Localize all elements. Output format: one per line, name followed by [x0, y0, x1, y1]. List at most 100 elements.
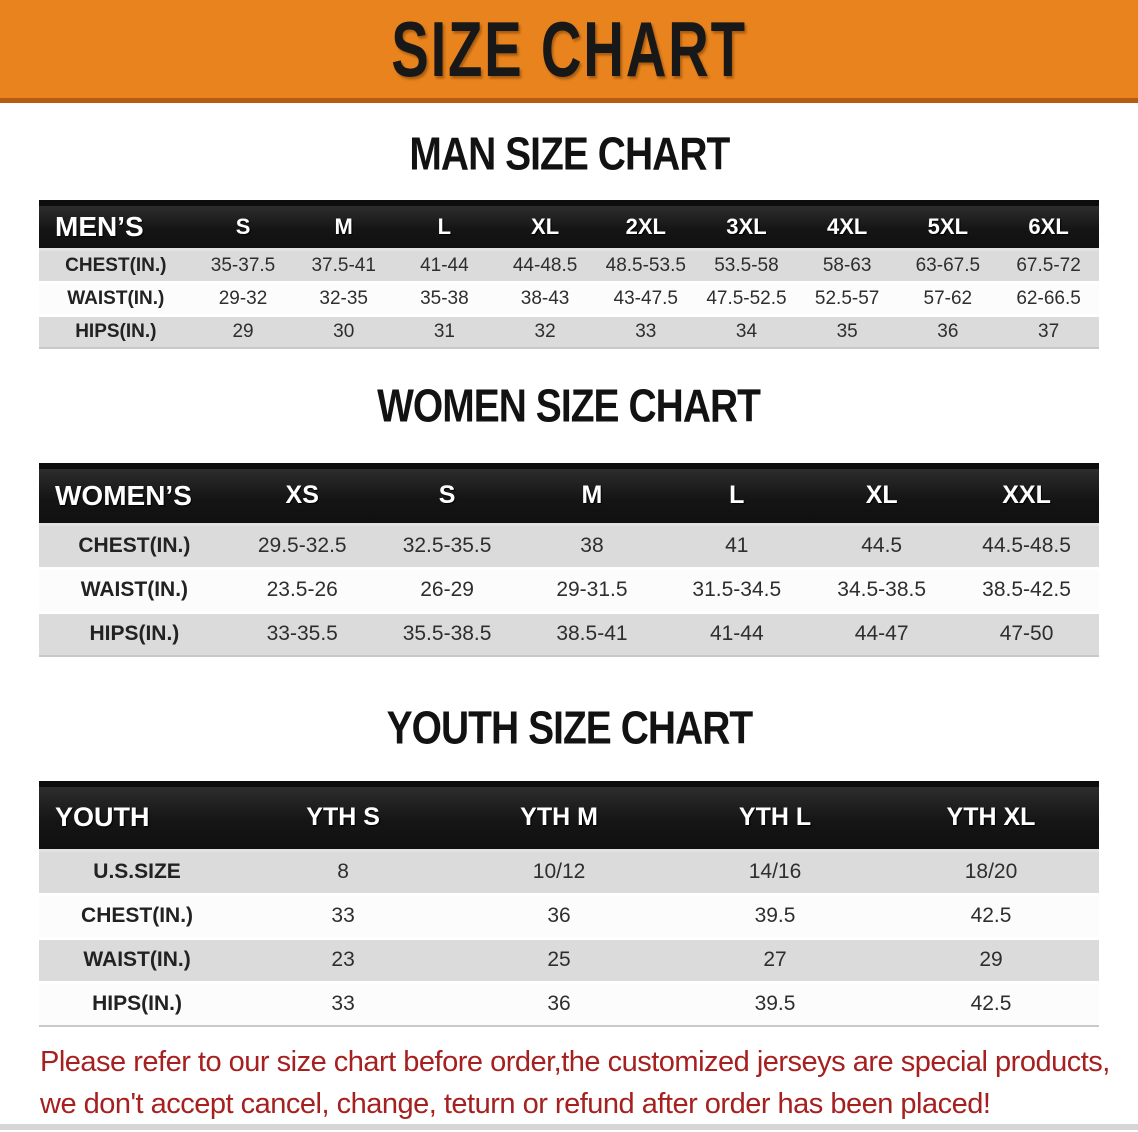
size-cell: 38.5-41: [519, 612, 665, 657]
size-column-header: 2XL: [595, 200, 697, 251]
size-column-header: M: [519, 463, 665, 526]
size-cell: 33: [235, 894, 452, 940]
disclaimer-line-2: we don't accept cancel, change, teturn o…: [40, 1088, 991, 1120]
size-cell: 47.5-52.5: [696, 282, 797, 317]
size-cell: 53.5-58: [696, 249, 797, 284]
size-table: YOUTH YTH S YTH M YTH L YTH XL U.S.SIZE 8 10/12…: [39, 781, 1099, 1027]
size-column-header: XL: [809, 463, 955, 526]
table-header-row: YOUTH YTH S YTH M YTH L YTH XL: [39, 781, 1099, 852]
table-row: U.S.SIZE 8 10/12 14/16 18/20: [39, 850, 1099, 896]
row-label: HIPS(IN.): [39, 612, 230, 657]
size-cell: 33-35.5: [229, 612, 375, 657]
size-cell: 8: [235, 850, 452, 896]
size-cell: 41: [664, 524, 810, 570]
size-cell: 35.5-38.5: [374, 612, 520, 657]
row-label: WAIST(IN.): [39, 938, 236, 984]
size-cell: 42.5: [883, 982, 1099, 1027]
size-cell: 33: [595, 315, 697, 349]
banner-title: SIZE CHART: [391, 5, 747, 93]
size-cell: 25: [451, 938, 668, 984]
size-cell: 52.5-57: [796, 282, 898, 317]
row-label: CHEST(IN.): [39, 524, 230, 570]
size-cell: 58-63: [796, 249, 898, 284]
size-cell: 34.5-38.5: [809, 568, 955, 614]
size-cell: 44-48.5: [494, 249, 596, 284]
table-header-row: MEN’S S M L XL 2XL 3XL 4XL 5XL 6XL: [39, 200, 1099, 251]
size-column-header: L: [664, 463, 810, 526]
size-cell: 31.5-34.5: [664, 568, 810, 614]
table-row: HIPS(IN.) 29 30 31 32 33 34 35 36 37: [39, 315, 1099, 349]
size-cell: 38: [519, 524, 665, 570]
size-cell: 47-50: [954, 612, 1099, 657]
size-cell: 36: [897, 315, 999, 349]
table-corner-label: YOUTH: [39, 781, 236, 852]
size-column-header: YTH L: [667, 781, 883, 852]
table-row: CHEST(IN.) 35-37.5 37.5-41 41-44 44-48.5 48.5…: [39, 249, 1099, 284]
table-row: HIPS(IN.) 33 36 39.5 42.5: [39, 982, 1099, 1027]
table-row: CHEST(IN.) 29.5-32.5 32.5-35.5 38 41 44.5 44.5…: [39, 524, 1099, 570]
table-corner-label: WOMEN’S: [39, 463, 230, 526]
size-cell: 38.5-42.5: [954, 568, 1099, 614]
size-cell: 14/16: [667, 850, 883, 896]
size-cell: 37: [998, 315, 1099, 349]
row-label: HIPS(IN.): [39, 982, 236, 1027]
youth-size-chart-section: YOUTH SIZE CHART YOUTH YTH S YTH M YTH L YTH…: [0, 702, 1138, 1027]
disclaimer-line-1: Please refer to our size chart before or…: [40, 1046, 1110, 1078]
size-column-header: S: [192, 200, 294, 251]
table-header-row: WOMEN’S XS S M L XL XXL: [39, 463, 1099, 526]
size-column-header: XL: [494, 200, 596, 251]
size-cell: 10/12: [451, 850, 668, 896]
table-row: HIPS(IN.) 33-35.5 35.5-38.5 38.5-41 41-44 44-…: [39, 612, 1099, 657]
table-row: WAIST(IN.) 29-32 32-35 35-38 38-43 43-47.5 47.…: [39, 282, 1099, 317]
size-cell: 29-31.5: [519, 568, 665, 614]
size-cell: 31: [394, 315, 495, 349]
size-cell: 42.5: [883, 894, 1099, 940]
row-label: CHEST(IN.): [39, 894, 236, 940]
table-row: WAIST(IN.) 23 25 27 29: [39, 938, 1099, 984]
size-cell: 35-38: [394, 282, 495, 317]
size-cell: 41-44: [664, 612, 810, 657]
size-column-header: L: [394, 200, 495, 251]
youth-section-heading-text: YOUTH SIZE CHART: [386, 702, 753, 754]
row-label: CHEST(IN.): [39, 249, 193, 284]
table-row: CHEST(IN.) 33 36 39.5 42.5: [39, 894, 1099, 940]
size-cell: 44.5-48.5: [954, 524, 1099, 570]
size-cell: 32: [494, 315, 596, 349]
size-column-header: XS: [229, 463, 375, 526]
size-cell: 43-47.5: [595, 282, 697, 317]
man-section-heading-text: MAN SIZE CHART: [409, 128, 730, 180]
size-cell: 23.5-26: [229, 568, 375, 614]
row-label: WAIST(IN.): [39, 282, 193, 317]
size-cell: 35-37.5: [192, 249, 294, 284]
size-cell: 18/20: [883, 850, 1099, 896]
youth-section-heading: YOUTH SIZE CHART: [0, 702, 1138, 759]
size-table: WOMEN’S XS S M L XL XXL CHEST(IN.) 29.5-32.5 32.5…: [39, 463, 1099, 657]
women-section-heading: WOMEN SIZE CHART: [0, 380, 1138, 437]
size-column-header: 6XL: [998, 200, 1099, 251]
size-cell: 62-66.5: [998, 282, 1099, 317]
size-cell: 44-47: [809, 612, 955, 657]
size-cell: 33: [235, 982, 452, 1027]
size-cell: 29: [192, 315, 294, 349]
size-cell: 26-29: [374, 568, 520, 614]
size-cell: 37.5-41: [293, 249, 395, 284]
size-column-header: 3XL: [696, 200, 797, 251]
size-cell: 48.5-53.5: [595, 249, 697, 284]
size-cell: 35: [796, 315, 898, 349]
youth-size-table-wrap: YOUTH YTH S YTH M YTH L YTH XL U.S.SIZE 8 10/12…: [39, 781, 1099, 1027]
size-cell: 36: [451, 982, 668, 1027]
size-column-header: 4XL: [796, 200, 898, 251]
man-size-chart-section: MAN SIZE CHART MEN’S S M L XL 2XL 3XL 4XL 5XL 6XL…: [0, 128, 1138, 349]
size-cell: 38-43: [494, 282, 596, 317]
table-row: WAIST(IN.) 23.5-26 26-29 29-31.5 31.5-34.5 34…: [39, 568, 1099, 614]
size-cell: 44.5: [809, 524, 955, 570]
banner: SIZE CHART: [0, 0, 1138, 103]
size-cell: 27: [667, 938, 883, 984]
size-column-header: YTH M: [451, 781, 668, 852]
size-table: MEN’S S M L XL 2XL 3XL 4XL 5XL 6XL CHEST(IN.) 35-37…: [39, 200, 1099, 349]
size-cell: 41-44: [394, 249, 495, 284]
women-section-heading-text: WOMEN SIZE CHART: [377, 380, 762, 432]
size-cell: 32-35: [293, 282, 395, 317]
men-size-table-wrap: MEN’S S M L XL 2XL 3XL 4XL 5XL 6XL CHEST(IN.) 35-37…: [39, 200, 1099, 349]
